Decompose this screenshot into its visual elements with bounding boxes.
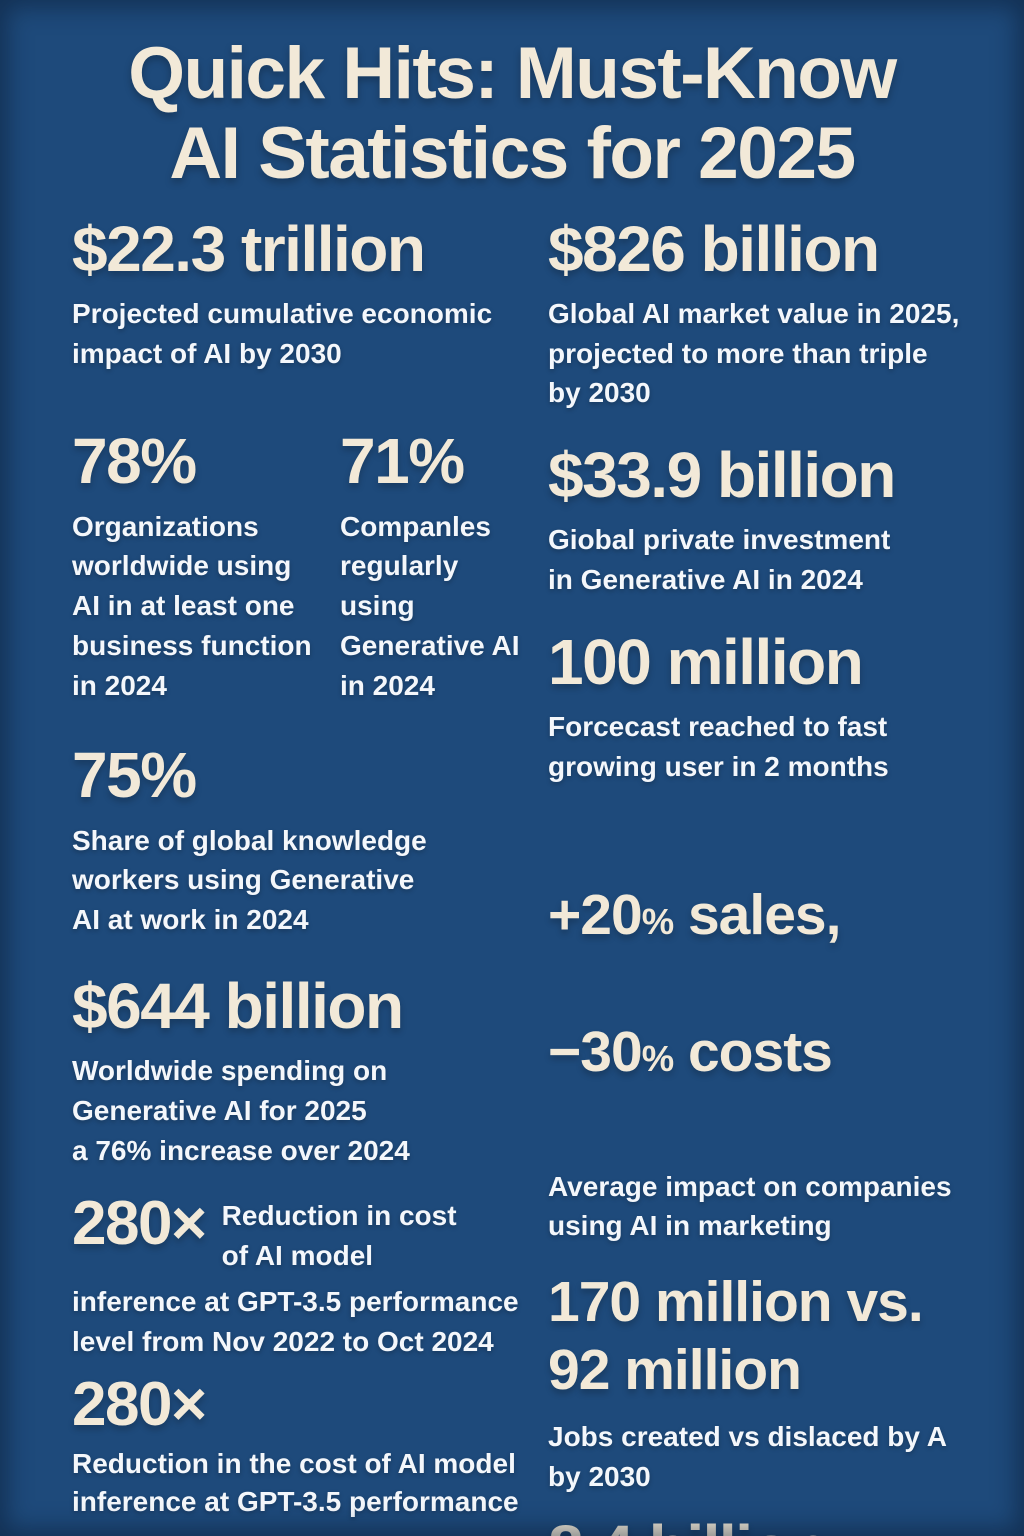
marketing-costs-percent: %: [641, 1037, 674, 1079]
marketing-sales-percent: %: [641, 901, 674, 943]
stat-private-investment: $33.9 billion Giobal private investment …: [548, 439, 1000, 600]
stat-jobs-impact-desc: Jobs created vs dislaced by A by 2030: [548, 1420, 947, 1492]
stat-marketing-impact: +20% sales, −30% costs Average impact on…: [548, 813, 1000, 1246]
stat-market-value-desc: Global AI market value in 2025, projecte…: [548, 297, 960, 409]
stat-inference-cost-1: 280× Reduction in cost of AI model infer…: [72, 1192, 548, 1361]
stat-inference-cost-1-row: 280× Reduction in cost of AI model: [72, 1192, 548, 1276]
stat-orgs-using-ai-value: 78%: [72, 425, 197, 498]
stat-inference-cost-1-side-desc: Reduction in cost of AI model: [221, 1200, 457, 1272]
stat-user-growth-desc: Forcecast reached to fast growing user i…: [548, 711, 889, 782]
stat-user-growth: 100 million Forcecast reached to fast gr…: [548, 625, 1000, 787]
stat-knowledge-workers: 75% Share of global knowledge workers us…: [72, 743, 548, 940]
stat-user-growth-value: 100 million: [548, 625, 864, 698]
stat-companies-genai: 71% Companles regularly using Generative…: [340, 429, 548, 705]
stat-voice-assistants-value: 8.4 billion: [548, 1516, 1000, 1536]
stat-economic-impact-value: $22.3 trillion: [72, 212, 426, 285]
stat-genai-spending-desc: Worldwide spending on Generative AI for …: [72, 1055, 410, 1166]
stat-knowledge-workers-value: 75%: [72, 739, 197, 812]
stat-genai-spending-value: $644 billion: [72, 969, 404, 1042]
stat-market-value: $826 billion Global AI market value in 2…: [548, 212, 1000, 414]
stat-inference-cost-2-desc: Reduction in the cost of AI model infere…: [72, 1447, 519, 1518]
right-column: $826 billion Global AI market value in 2…: [548, 212, 1000, 1536]
stat-marketing-impact-value: +20% sales, −30% costs: [548, 813, 1000, 1155]
stat-voice-assistants: 8.4 billion Number of voice assistants e…: [548, 1516, 1000, 1536]
left-column: $22.3 trillion Projected cumulative econ…: [72, 212, 548, 1536]
stat-knowledge-workers-desc: Share of global knowledge workers using …: [72, 824, 427, 936]
stat-jobs-impact: 170 million vs. 92 million Jobs created …: [548, 1268, 1000, 1496]
stat-orgs-using-ai: 78% Organizations worldwide using AI in …: [72, 429, 340, 705]
marketing-costs-number: −30: [548, 1019, 643, 1084]
stat-genai-spending: $644 billion Worldwide spending on Gener…: [72, 969, 548, 1171]
page-title: Quick Hits: Must-Know AI Statistics for …: [128, 33, 897, 195]
stat-adoption-pair: 78% Organizations worldwide using AI in …: [72, 429, 548, 705]
stats-columns: $22.3 trillion Projected cumulative econ…: [0, 212, 1024, 1536]
marketing-costs-label: costs: [673, 1019, 833, 1084]
stat-private-investment-desc: Giobal private investment in Generative …: [548, 524, 891, 596]
stat-inference-cost-1-desc: inference at GPT-3.5 performance level f…: [72, 1285, 519, 1357]
stat-inference-cost-1-value: 280×: [72, 1189, 207, 1259]
stat-companies-genai-value: 71%: [340, 425, 465, 498]
stat-economic-impact: $22.3 trillion Projected cumulative econ…: [72, 212, 548, 374]
stat-jobs-impact-value: 170 million vs. 92 million: [548, 1270, 924, 1403]
stat-inference-cost-2-value: 280×: [72, 1370, 207, 1440]
stat-inference-cost-2: 280× Reduction in the cost of AI model i…: [72, 1373, 548, 1521]
stat-marketing-impact-desc: Average impact on companies using AI in …: [548, 1170, 952, 1242]
marketing-sales-line: +20% sales,: [548, 881, 1000, 949]
stat-market-value-value: $826 billion: [548, 212, 880, 285]
stat-private-investment-value: $33.9 billion: [548, 439, 896, 512]
stat-companies-genai-desc: Companles regularly using Generative AI …: [340, 510, 520, 701]
stat-orgs-using-ai-desc: Organizations worldwide using AI in at l…: [72, 510, 312, 701]
marketing-sales-number: +20: [548, 883, 643, 948]
marketing-costs-line: −30% costs: [548, 1018, 1000, 1086]
marketing-sales-label: sales,: [673, 883, 841, 948]
stat-economic-impact-desc: Projected cumulative economic impact of …: [72, 297, 493, 369]
